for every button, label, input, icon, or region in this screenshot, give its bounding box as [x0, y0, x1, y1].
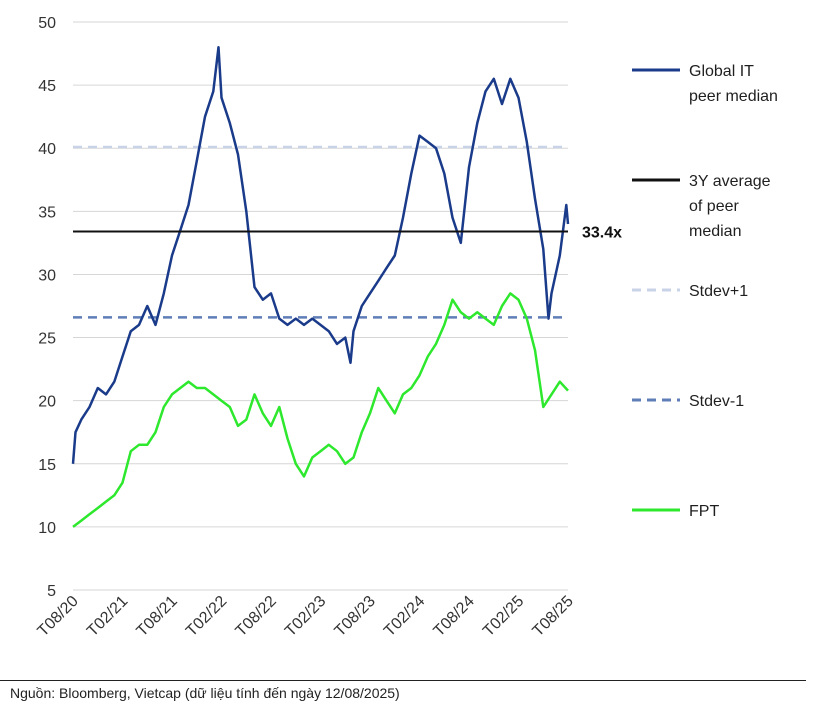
x-tick-label: T02/24 — [381, 593, 428, 640]
y-tick-label: 50 — [38, 15, 56, 32]
x-tick-label: T02/23 — [282, 593, 329, 640]
y-tick-label: 20 — [38, 394, 56, 411]
legend-label: FPT — [689, 503, 719, 520]
x-tick-label: T08/21 — [134, 593, 181, 640]
legend: Global IT peer median 3Y average of peer med… — [632, 63, 778, 520]
y-tick-label: 10 — [38, 520, 56, 537]
y-tick-label: 15 — [38, 457, 56, 474]
gridlines — [73, 21, 568, 591]
y-tick-label: 40 — [38, 141, 56, 158]
fpt-series-line — [72, 292, 569, 528]
x-tick-label: T08/25 — [530, 593, 577, 640]
source-divider — [0, 680, 806, 681]
y-tick-label: 30 — [38, 267, 56, 284]
x-tick-label: T02/22 — [183, 593, 230, 640]
x-tick-label: T08/23 — [332, 593, 379, 640]
x-tick-label: T08/20 — [35, 593, 82, 640]
legend-label: 3Y average — [689, 173, 771, 190]
legend-label: peer median — [689, 88, 778, 105]
legend-label: Global IT — [689, 63, 754, 80]
legend-label: Stdev+1 — [689, 283, 748, 300]
global-series-line — [71, 45, 570, 464]
y-axis: 5 10 15 20 25 30 35 40 45 50 — [38, 15, 56, 600]
legend-label: median — [689, 223, 741, 240]
source-note: Nguồn: Bloomberg, Vietcap (dữ liệu tính … — [10, 685, 400, 701]
y-tick-label: 35 — [38, 204, 56, 221]
y-tick-label: 25 — [38, 331, 56, 348]
y-tick-label: 5 — [47, 583, 56, 600]
x-tick-label: T08/22 — [233, 593, 280, 640]
x-axis: T08/20 T02/21 T08/21 T02/22 T08/22 T02/23 T08/… — [35, 593, 577, 640]
series-lines — [71, 45, 570, 528]
legend-label: of peer — [689, 198, 739, 215]
legend-label: Stdev-1 — [689, 393, 744, 410]
average-value-label: 33.4x — [582, 225, 622, 242]
y-tick-label: 45 — [38, 78, 56, 95]
x-tick-label: T08/24 — [431, 593, 478, 640]
x-tick-label: T02/25 — [480, 593, 527, 640]
x-tick-label: T02/21 — [84, 593, 131, 640]
